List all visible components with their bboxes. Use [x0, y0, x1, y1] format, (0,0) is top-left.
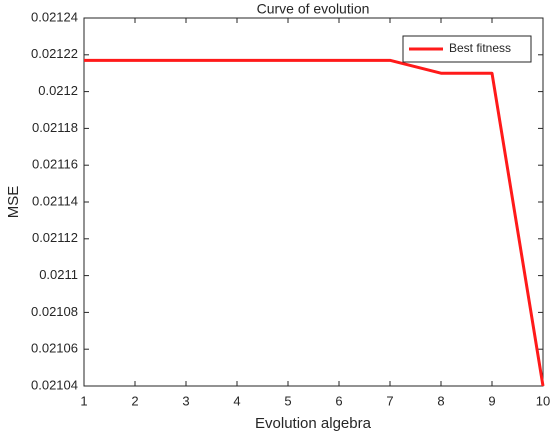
x-tick-label: 10	[536, 393, 550, 408]
y-tick-label: 0.0212	[38, 83, 78, 98]
y-axis-label: MSE	[5, 186, 22, 219]
legend-label: Best fitness	[449, 41, 511, 55]
x-axis-label: Evolution algebra	[255, 415, 372, 432]
x-tick-label: 1	[80, 393, 87, 408]
x-tick-label: 7	[386, 393, 393, 408]
x-tick-label: 3	[182, 393, 189, 408]
y-tick-label: 0.02124	[31, 9, 78, 24]
y-tick-label: 0.0211	[39, 267, 78, 282]
chart-title: Curve of evolution	[257, 1, 370, 17]
y-tick-label: 0.02104	[31, 377, 78, 392]
x-tick-label: 6	[335, 393, 342, 408]
y-tick-label: 0.02114	[32, 193, 78, 208]
y-tick-label: 0.02112	[32, 230, 78, 245]
x-tick-label: 9	[488, 393, 495, 408]
x-tick-label: 2	[131, 393, 138, 408]
line-series	[84, 58, 545, 387]
y-tick-label: 0.02108	[31, 304, 78, 319]
y-tick-label: 0.02118	[32, 120, 78, 135]
x-tick-label: 5	[284, 393, 291, 408]
y-tick-label: 0.02116	[32, 157, 78, 172]
y-tick-label: 0.02106	[31, 341, 78, 356]
x-tick-label: 8	[437, 393, 444, 408]
x-tick-label: 4	[233, 393, 240, 408]
y-tick-label: 0.02122	[31, 46, 78, 61]
